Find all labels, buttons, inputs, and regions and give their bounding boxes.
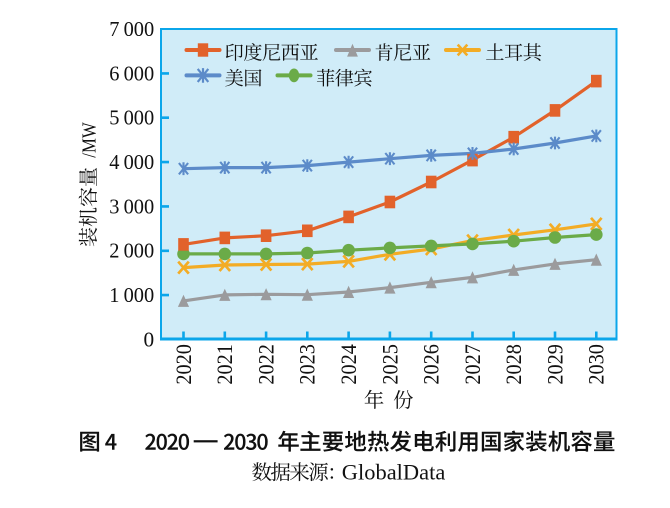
svg-text:1 000: 1 000 [109, 283, 154, 307]
svg-text:6 000: 6 000 [109, 61, 154, 85]
svg-text:3 000: 3 000 [109, 194, 154, 218]
svg-text:2023: 2023 [295, 344, 320, 385]
svg-text:0: 0 [144, 327, 155, 351]
svg-text:2021: 2021 [212, 344, 237, 385]
svg-text:2024: 2024 [336, 344, 361, 385]
svg-text:4 000: 4 000 [109, 150, 154, 174]
svg-text:/MW: /MW [79, 122, 101, 158]
svg-text:2028: 2028 [501, 344, 526, 385]
svg-text:2 000: 2 000 [109, 239, 154, 263]
svg-text:2022: 2022 [254, 344, 279, 385]
svg-text:2029: 2029 [542, 344, 567, 385]
svg-text:7 000: 7 000 [109, 17, 154, 41]
svg-text:2030: 2030 [584, 344, 609, 385]
svg-text:2026: 2026 [419, 344, 444, 385]
svg-text:2027: 2027 [460, 344, 485, 385]
svg-text:2020: 2020 [171, 344, 196, 385]
svg-text:2025: 2025 [377, 344, 402, 385]
svg-text:GlobalData: GlobalData [342, 460, 446, 485]
svg-text:5 000: 5 000 [109, 106, 154, 130]
